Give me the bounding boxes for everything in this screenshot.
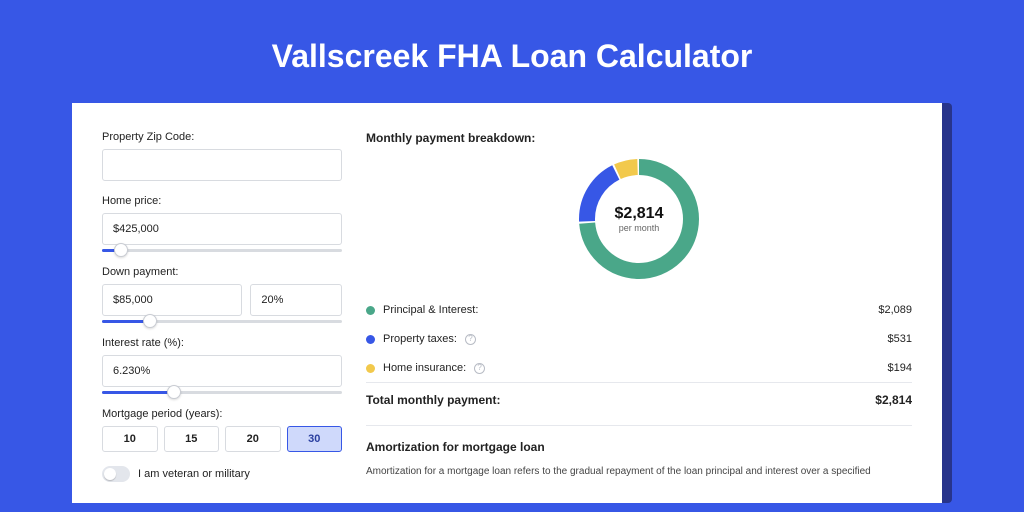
donut-chart: $2,814 per month bbox=[579, 159, 699, 279]
down-payment-input[interactable] bbox=[102, 284, 242, 316]
interest-field: Interest rate (%): bbox=[102, 337, 342, 400]
amortization-text: Amortization for a mortgage loan refers … bbox=[366, 464, 912, 479]
legend-row: Home insurance:? $194 bbox=[366, 353, 912, 382]
down-payment-slider[interactable] bbox=[102, 315, 342, 329]
legend-label: Principal & Interest: bbox=[383, 304, 478, 316]
period-btn-10[interactable]: 10 bbox=[102, 426, 158, 452]
interest-input[interactable] bbox=[102, 355, 342, 387]
legend-label: Home insurance: bbox=[383, 362, 466, 374]
zip-input[interactable] bbox=[102, 149, 342, 181]
zip-field: Property Zip Code: bbox=[102, 131, 342, 181]
down-payment-field: Down payment: bbox=[102, 266, 342, 329]
legend-value: $2,089 bbox=[878, 304, 912, 316]
amortization-section: Amortization for mortgage loan Amortizat… bbox=[366, 425, 912, 479]
legend-row: Principal & Interest: $2,089 bbox=[366, 295, 912, 324]
veteran-label: I am veteran or military bbox=[138, 468, 250, 480]
home-price-slider[interactable] bbox=[102, 244, 342, 258]
calculator-card: Property Zip Code: Home price: Down paym… bbox=[72, 103, 942, 503]
total-label: Total monthly payment: bbox=[366, 393, 500, 407]
legend-value: $194 bbox=[888, 362, 912, 374]
interest-label: Interest rate (%): bbox=[102, 337, 342, 349]
interest-slider[interactable] bbox=[102, 386, 342, 400]
breakdown-column: Monthly payment breakdown: $2,814 per mo… bbox=[366, 131, 912, 503]
donut-wrap: $2,814 per month bbox=[366, 153, 912, 295]
page-title: Vallscreek FHA Loan Calculator bbox=[0, 0, 1024, 103]
info-icon[interactable]: ? bbox=[474, 363, 485, 374]
period-label: Mortgage period (years): bbox=[102, 408, 342, 420]
breakdown-title: Monthly payment breakdown: bbox=[366, 131, 912, 145]
card-shadow: Property Zip Code: Home price: Down paym… bbox=[72, 103, 952, 503]
down-payment-label: Down payment: bbox=[102, 266, 342, 278]
form-column: Property Zip Code: Home price: Down paym… bbox=[102, 131, 342, 503]
zip-label: Property Zip Code: bbox=[102, 131, 342, 143]
period-btn-15[interactable]: 15 bbox=[164, 426, 220, 452]
donut-sub: per month bbox=[619, 223, 660, 233]
legend-value: $531 bbox=[888, 333, 912, 345]
period-btn-30[interactable]: 30 bbox=[287, 426, 343, 452]
total-row: Total monthly payment: $2,814 bbox=[366, 382, 912, 421]
amortization-title: Amortization for mortgage loan bbox=[366, 440, 912, 454]
legend-dot bbox=[366, 306, 375, 315]
home-price-field: Home price: bbox=[102, 195, 342, 258]
home-price-input[interactable] bbox=[102, 213, 342, 245]
period-field: Mortgage period (years): 10152030 bbox=[102, 408, 342, 452]
info-icon[interactable]: ? bbox=[465, 334, 476, 345]
veteran-toggle[interactable] bbox=[102, 466, 130, 482]
legend-row: Property taxes:? $531 bbox=[366, 324, 912, 353]
legend-dot bbox=[366, 335, 375, 344]
total-value: $2,814 bbox=[875, 393, 912, 407]
veteran-row: I am veteran or military bbox=[102, 466, 342, 482]
home-price-label: Home price: bbox=[102, 195, 342, 207]
period-btn-20[interactable]: 20 bbox=[225, 426, 281, 452]
donut-amount: $2,814 bbox=[615, 205, 664, 223]
legend-dot bbox=[366, 364, 375, 373]
legend-label: Property taxes: bbox=[383, 333, 457, 345]
down-payment-pct-input[interactable] bbox=[250, 284, 342, 316]
